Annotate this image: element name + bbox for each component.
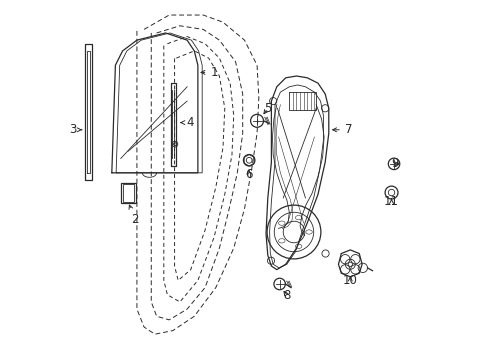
Text: 8: 8 bbox=[283, 289, 290, 302]
Text: 6: 6 bbox=[244, 168, 252, 181]
Text: 11: 11 bbox=[383, 195, 398, 208]
Bar bbox=[122, 184, 133, 202]
Text: 7: 7 bbox=[332, 123, 351, 136]
Text: 10: 10 bbox=[342, 274, 357, 287]
Text: 2: 2 bbox=[129, 205, 139, 226]
Text: 4: 4 bbox=[180, 116, 193, 129]
Text: 3: 3 bbox=[68, 123, 81, 136]
Text: 5: 5 bbox=[264, 102, 271, 115]
Text: 9: 9 bbox=[390, 157, 398, 170]
Bar bbox=[121, 183, 136, 203]
Text: 1: 1 bbox=[201, 66, 217, 79]
